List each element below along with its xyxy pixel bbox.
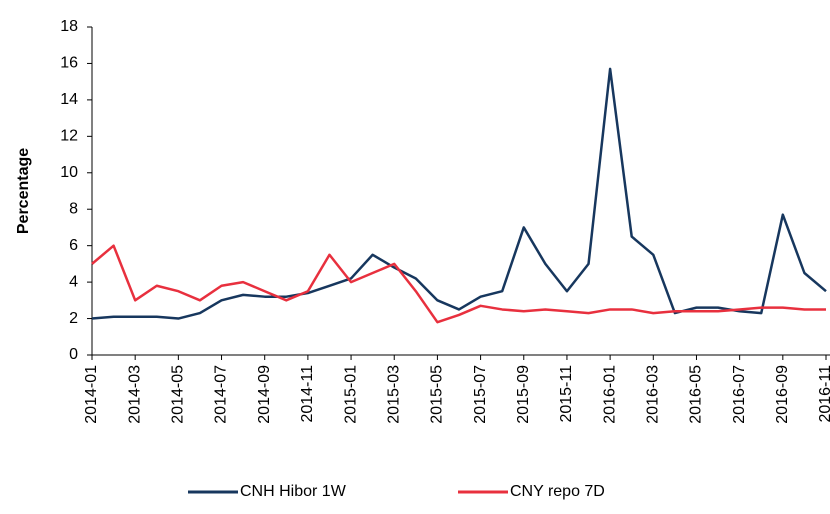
x-tick-label: 2016-07	[731, 365, 748, 424]
x-tick-label: 2014-11	[299, 365, 316, 423]
legend-label: CNY repo 7D	[510, 483, 605, 500]
y-tick-label: 0	[69, 346, 78, 363]
y-tick-label: 18	[60, 18, 78, 35]
x-tick-label: 2016-03	[645, 365, 662, 424]
x-tick-label: 2014-07	[213, 365, 230, 424]
legend-label: CNH Hibor 1W	[240, 483, 347, 500]
x-tick-label: 2016-01	[601, 365, 618, 424]
y-tick-label: 14	[60, 91, 78, 108]
series-line	[91, 67, 827, 320]
x-tick-label: 2016-05	[688, 365, 705, 424]
x-tick-label: 2015-03	[385, 365, 402, 424]
y-tick-label: 10	[60, 164, 78, 181]
x-tick-label: 2015-01	[342, 365, 359, 424]
x-tick-label: 2015-07	[472, 365, 489, 424]
x-tick-label: 2016-09	[774, 365, 791, 424]
y-tick-label: 12	[60, 128, 78, 145]
y-tick-label: 2	[69, 310, 78, 327]
x-tick-label: 2014-01	[83, 365, 100, 424]
y-tick-label: 6	[69, 237, 78, 254]
series-line	[91, 244, 826, 324]
x-tick-label: 2014-05	[170, 365, 187, 424]
x-tick-label: 2015-05	[429, 365, 446, 424]
x-tick-label: 2014-09	[256, 365, 273, 424]
y-tick-label: 4	[69, 273, 78, 290]
x-tick-label: 2014-03	[126, 365, 143, 424]
y-tick-label: 8	[69, 200, 78, 217]
x-tick-label: 2015-09	[515, 365, 532, 424]
y-tick-label: 16	[60, 55, 78, 72]
x-tick-label: 2016-11	[817, 365, 830, 423]
x-tick-label: 2015-11	[558, 365, 575, 423]
y-axis-label: Percentage	[15, 148, 32, 234]
